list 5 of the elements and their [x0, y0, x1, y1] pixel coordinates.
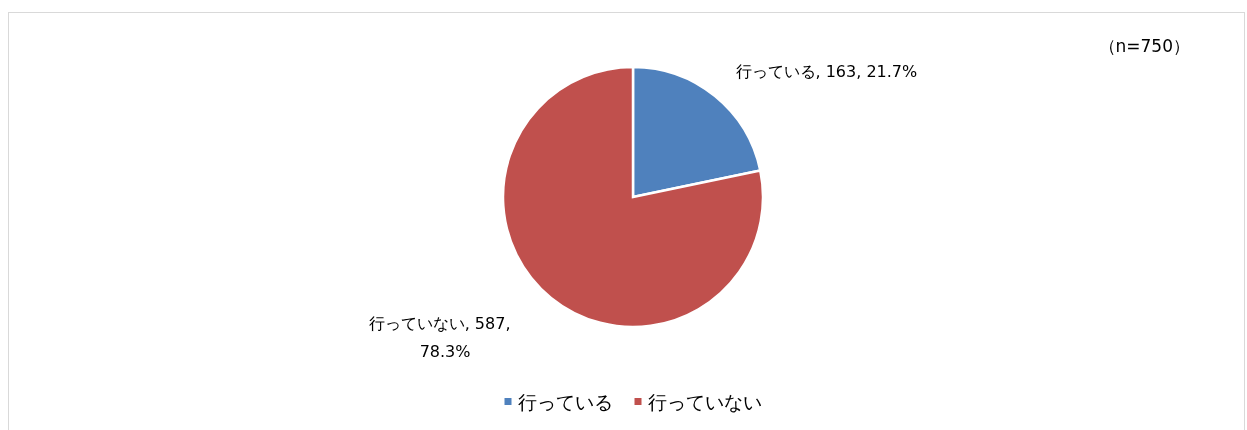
text: （n=750）	[1098, 36, 1190, 56]
data-label: 行っていない, 587, 78.3%	[368, 314, 511, 362]
data-label: 行っている, 163, 21.7%	[735, 61, 918, 81]
legend-label: 行っている	[517, 391, 613, 413]
legend-label: 行っていない	[647, 391, 762, 413]
